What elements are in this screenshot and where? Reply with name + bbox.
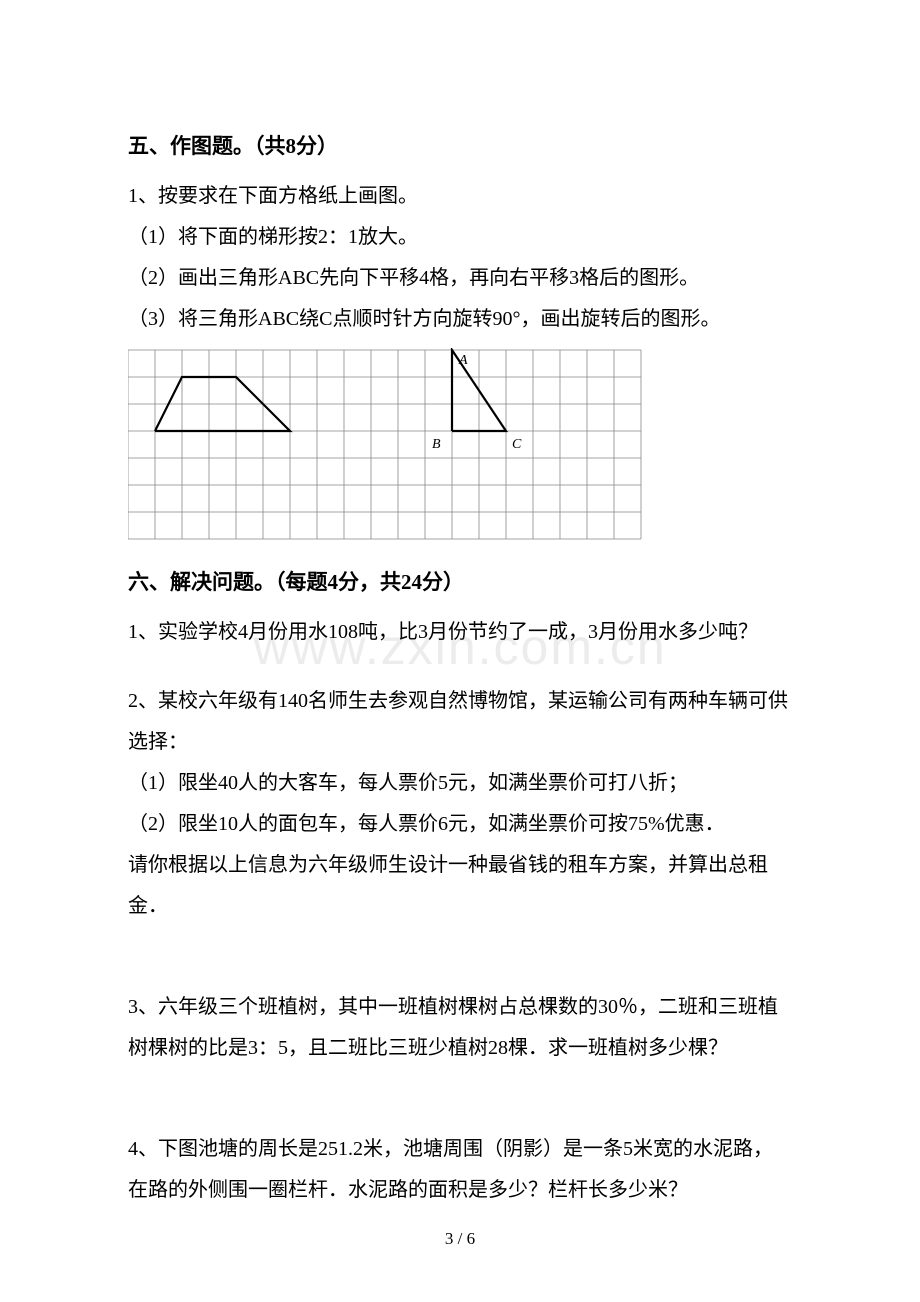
q6-3: 3、六年级三个班植树，其中一班植树棵树占总棵数的30％，二班和三班植树棵树的比是… bbox=[128, 987, 792, 1069]
q1-sub2: （2）画出三角形ABC先向下平移4格，再向右平移3格后的图形。 bbox=[128, 258, 792, 299]
svg-text:B: B bbox=[432, 437, 441, 452]
section-6-title: 六、解决问题。（每题4分，共24分） bbox=[128, 566, 792, 596]
page-number: 3 / 6 bbox=[445, 1229, 475, 1249]
q1-sub1: （1）将下面的梯形按2：1放大。 bbox=[128, 217, 792, 258]
section-6: 六、解决问题。（每题4分，共24分） 1、实验学校4月份用水108吨，比3月份节… bbox=[128, 566, 792, 1211]
q6-2-task: 请你根据以上信息为六年级师生设计一种最省钱的租车方案，并算出总租金． bbox=[128, 845, 792, 927]
svg-text:C: C bbox=[512, 437, 522, 452]
grid-svg: A B C bbox=[128, 348, 643, 549]
section-5-title: 五、作图题。（共8分） bbox=[128, 130, 792, 160]
q6-4: 4、下图池塘的周长是251.2米，池塘周围（阴影）是一条5米宽的水泥路，在路的外… bbox=[128, 1129, 792, 1211]
q1-sub3: （3）将三角形ABC绕C点顺时针方向旋转90°，画出旋转后的图形。 bbox=[128, 299, 792, 340]
q6-1: 1、实验学校4月份用水108吨，比3月份节约了一成，3月份用水多少吨？ bbox=[128, 612, 792, 653]
q6-2-sub1: （1）限坐40人的大客车，每人票价5元，如满坐票价可打八折； bbox=[128, 763, 792, 804]
q6-2-intro: 2、某校六年级有140名师生去参观自然博物馆，某运输公司有两种车辆可供选择： bbox=[128, 681, 792, 763]
q6-2-sub2: （2）限坐10人的面包车，每人票价6元，如满坐票价可按75%优惠． bbox=[128, 804, 792, 845]
q1-intro: 1、按要求在下面方格纸上画图。 bbox=[128, 176, 792, 217]
grid-figure: A B C bbox=[128, 348, 792, 554]
section-5: 五、作图题。（共8分） 1、按要求在下面方格纸上画图。 （1）将下面的梯形按2：… bbox=[128, 130, 792, 340]
svg-text:A: A bbox=[458, 353, 468, 368]
